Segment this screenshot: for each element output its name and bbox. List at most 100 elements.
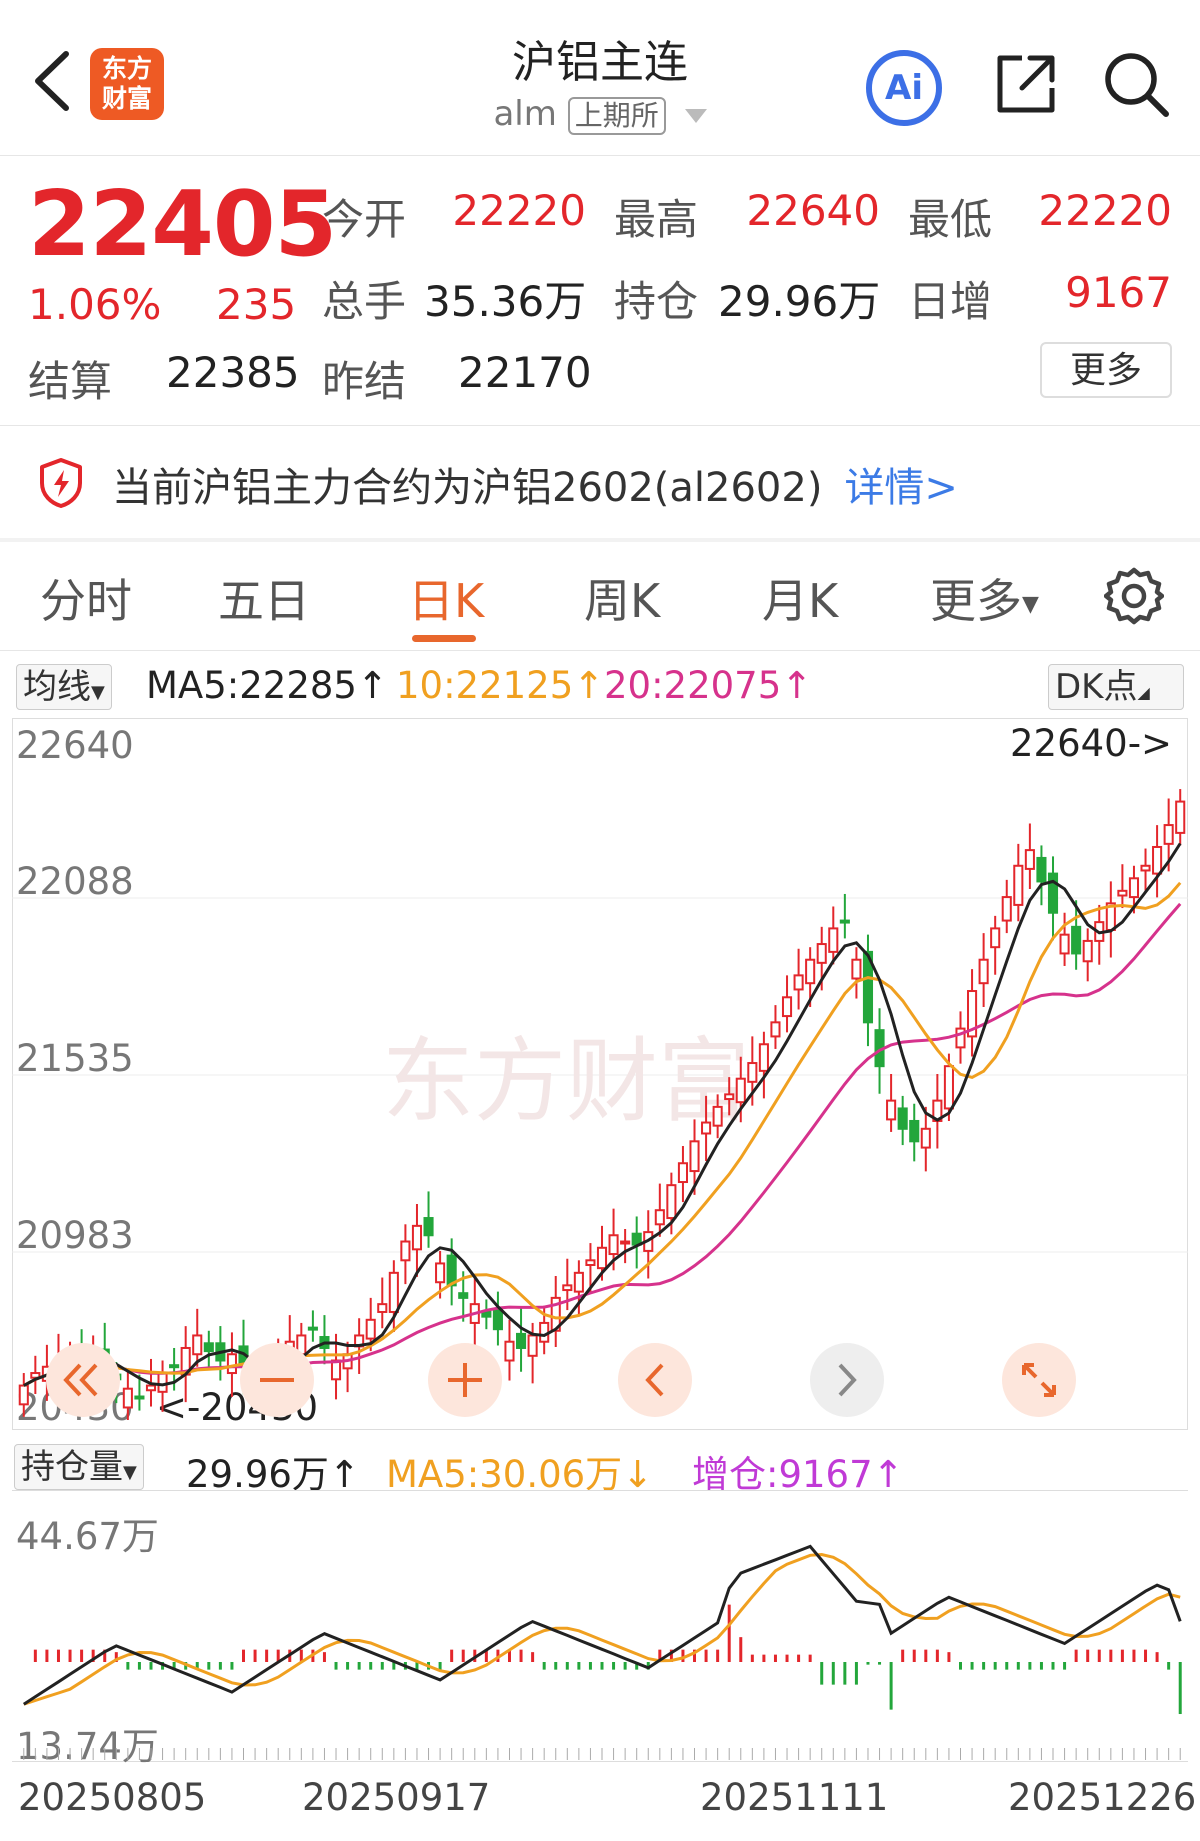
y-tick-top: 22640 xyxy=(16,724,134,767)
tab-more[interactable]: 更多▼ xyxy=(930,565,1039,631)
tab-more-label: 更多 xyxy=(930,574,1022,628)
watermark: 东方财富 xyxy=(382,1028,750,1135)
candle-body xyxy=(654,1209,665,1226)
candle-body xyxy=(862,950,874,1024)
open-value: 22220 xyxy=(452,186,586,235)
candle-body xyxy=(192,1334,203,1356)
candle-body xyxy=(886,1099,897,1121)
back-icon[interactable] xyxy=(24,46,84,116)
high-label: 最高 xyxy=(614,195,699,244)
candle-body xyxy=(978,958,989,985)
ma10-value: 10:22125↑ xyxy=(396,664,605,707)
settle-value: 22385 xyxy=(166,348,300,397)
x-tick-date-3: 20251111 xyxy=(700,1776,889,1819)
candle-body xyxy=(377,1303,388,1313)
oi-chart-frame[interactable] xyxy=(12,1490,1188,1762)
candle-body xyxy=(816,943,827,964)
candle-body xyxy=(585,1259,596,1267)
plus-icon xyxy=(448,1363,482,1397)
notice-detail-link[interactable]: 详情> xyxy=(844,465,958,511)
candle-body xyxy=(677,1162,688,1184)
candle-body xyxy=(666,1184,677,1220)
ma-legend-row: 均线▼ MA5:22285↑ 10:22125↑ 20:22075↑ DK点◢ xyxy=(14,662,1194,714)
volume-value: 35.36万 xyxy=(424,277,587,326)
candle-body xyxy=(735,1077,746,1104)
oi-line xyxy=(22,1544,1182,1706)
caret-down-icon: ▼ xyxy=(91,682,105,703)
open-interest-chart[interactable] xyxy=(12,1490,1188,1762)
oi-y-bottom: 13.74万 xyxy=(16,1725,159,1768)
ma-dropdown-label: 均线 xyxy=(23,667,91,707)
candle-body xyxy=(851,958,862,980)
candle-body xyxy=(1036,856,1047,883)
candle-body xyxy=(1152,845,1163,875)
kline-chart[interactable]: 东方财富 xyxy=(12,718,1188,1430)
tab-weekly-k[interactable]: 周K xyxy=(584,574,661,628)
candle-body xyxy=(620,1240,631,1245)
scroll-right-button[interactable] xyxy=(810,1343,884,1417)
zoom-out-button[interactable] xyxy=(240,1343,314,1417)
candle-body xyxy=(828,927,839,953)
chevron-down-icon xyxy=(684,108,707,123)
candle-body xyxy=(18,1384,29,1406)
candle-body xyxy=(920,1127,931,1149)
exchange-badge: 上期所 xyxy=(567,96,666,135)
share-icon[interactable] xyxy=(990,48,1062,120)
prev-settle-label: 昨结 xyxy=(322,357,407,406)
candle-body xyxy=(481,1310,492,1318)
scroll-left-fast-button[interactable] xyxy=(46,1343,120,1417)
dk-label: DK点 xyxy=(1055,667,1138,707)
tab-intraday[interactable]: 分时 xyxy=(40,574,132,628)
search-icon[interactable] xyxy=(1100,48,1172,120)
candle-body xyxy=(1071,925,1082,955)
kline-chart-frame[interactable] xyxy=(12,718,1188,1430)
candle-body xyxy=(169,1364,180,1369)
candle-body xyxy=(1128,877,1140,899)
candle-body xyxy=(967,990,978,1038)
candle-body xyxy=(307,1326,318,1331)
candle-body xyxy=(134,1395,145,1400)
candle-body xyxy=(1001,896,1012,922)
x-tick-date-4: 20251226 xyxy=(1008,1776,1197,1819)
zoom-in-button[interactable] xyxy=(428,1343,502,1417)
shield-bolt-icon xyxy=(40,458,82,508)
settings-gear-icon[interactable] xyxy=(1104,566,1164,626)
tab-monthly-k[interactable]: 月K xyxy=(762,574,839,628)
y-tick-3: 21535 xyxy=(16,1037,134,1080)
tab-daily-k[interactable]: 日K xyxy=(408,574,485,628)
candle-body xyxy=(1082,939,1093,963)
oi-value: 29.96万↑ xyxy=(186,1453,360,1496)
candle-body xyxy=(423,1217,434,1237)
low-value: 22220 xyxy=(1038,186,1172,235)
candle-body xyxy=(504,1340,515,1362)
candle-body xyxy=(943,1065,954,1110)
candle-body xyxy=(1175,800,1186,834)
chevron-left-icon xyxy=(645,1363,664,1397)
oi-indicator-dropdown[interactable]: 持仓量▼ xyxy=(14,1444,144,1490)
ai-assistant-button[interactable]: Ai xyxy=(866,50,942,126)
fullscreen-button[interactable] xyxy=(1002,1343,1076,1417)
chevron-right-icon xyxy=(838,1363,857,1397)
caret-down-icon: ▼ xyxy=(123,1462,137,1483)
y-tick-4: 20983 xyxy=(16,1214,134,1257)
caret-down-icon: ▼ xyxy=(1022,592,1039,617)
last-price: 22405 xyxy=(28,172,337,277)
candle-body xyxy=(608,1234,619,1256)
high-marker: 22640-> xyxy=(1010,722,1173,765)
tab-five-day[interactable]: 五日 xyxy=(218,574,310,628)
oi-y-top: 44.67万 xyxy=(16,1515,159,1558)
dk-point-button[interactable]: DK点◢ xyxy=(1048,664,1184,710)
ma5-line xyxy=(23,842,1182,1387)
ma-indicator-dropdown[interactable]: 均线▼ xyxy=(16,664,112,710)
candle-body xyxy=(758,1043,769,1072)
candle-body xyxy=(492,1307,503,1331)
main-contract-notice[interactable]: 当前沪铝主力合约为沪铝2602(al2602) 详情> xyxy=(0,427,1200,537)
candle-body xyxy=(793,974,804,991)
scroll-left-button[interactable] xyxy=(618,1343,692,1417)
candle-body xyxy=(1024,849,1035,870)
candle-body xyxy=(770,1021,781,1038)
contract-subtitle[interactable]: alm 上期所 xyxy=(300,94,900,135)
open-interest-label: 持仓 xyxy=(614,277,699,326)
more-quote-button[interactable]: 更多 xyxy=(1040,342,1172,398)
double-chevron-left-icon xyxy=(63,1363,98,1397)
